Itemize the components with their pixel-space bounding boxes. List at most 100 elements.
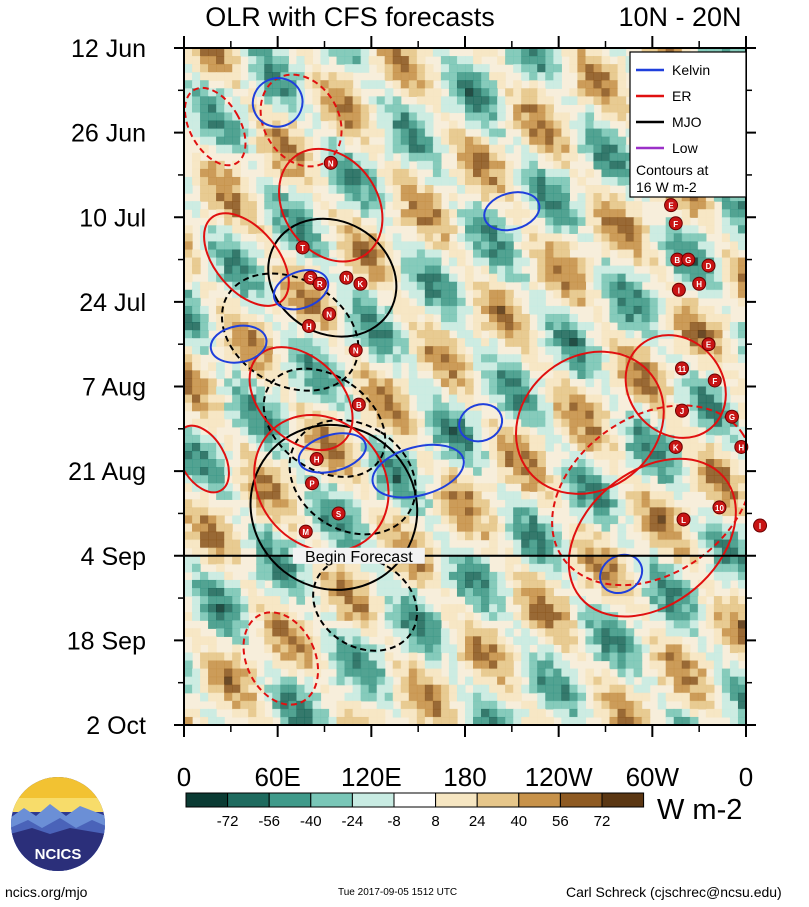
- olr-cell: [497, 587, 506, 597]
- olr-cell: [481, 418, 490, 428]
- olr-cell: [569, 289, 578, 299]
- olr-cell: [344, 579, 354, 589]
- olr-cell: [537, 628, 546, 637]
- olr-cell: [304, 201, 314, 210]
- olr-cell: [344, 587, 354, 597]
- olr-cell: [649, 257, 659, 267]
- olr-cell: [705, 708, 715, 718]
- olr-cell: [312, 418, 322, 428]
- olr-cell: [561, 475, 570, 484]
- olr-cell: [617, 225, 627, 234]
- olr-cell: [665, 571, 675, 581]
- olr-cell: [200, 450, 209, 460]
- olr-cell: [360, 716, 370, 725]
- olr-cell: [344, 168, 354, 178]
- olr-cell: [569, 450, 578, 460]
- olr-cell: [657, 676, 667, 686]
- storm-marker: [351, 397, 366, 412]
- olr-cell: [280, 378, 289, 388]
- olr-cell: [633, 467, 643, 476]
- olr-cell: [320, 225, 330, 234]
- olr-cell: [192, 305, 201, 315]
- olr-cell: [272, 499, 281, 508]
- olr-cell: [384, 313, 394, 323]
- olr-cell: [264, 330, 273, 339]
- olr-cell: [192, 346, 201, 355]
- olr-cell: [473, 48, 482, 57]
- footer-site[interactable]: ncics.org/mjo: [5, 884, 88, 900]
- olr-cell: [505, 467, 514, 476]
- olr-cell: [577, 491, 587, 500]
- olr-cell: [376, 120, 386, 130]
- olr-cell: [593, 193, 603, 202]
- olr-cell: [352, 596, 362, 605]
- olr-cell: [368, 434, 378, 444]
- olr-cell: [649, 305, 659, 315]
- olr-cell: [537, 555, 546, 565]
- olr-cell: [553, 128, 562, 138]
- olr-cell: [721, 209, 731, 218]
- olr-cell: [721, 459, 731, 468]
- olr-cell: [609, 418, 619, 428]
- olr-cell: [304, 168, 314, 178]
- olr-cell: [344, 507, 354, 517]
- olr-cell: [336, 426, 346, 436]
- olr-cell: [368, 612, 378, 621]
- olr-cell: [513, 612, 522, 621]
- olr-cell: [272, 531, 281, 541]
- olr-cell: [424, 176, 434, 186]
- olr-cell: [304, 434, 314, 444]
- olr-cell: [513, 475, 522, 484]
- olr-cell: [705, 362, 715, 371]
- olr-cell: [641, 523, 651, 533]
- olr-cell: [489, 515, 498, 525]
- olr-cell: [617, 289, 627, 299]
- olr-cell: [208, 523, 217, 533]
- olr-cell: [384, 418, 394, 428]
- olr-cell: [521, 378, 530, 388]
- olr-cell: [424, 233, 434, 243]
- olr-cell: [352, 644, 362, 654]
- olr-cell: [481, 185, 490, 194]
- olr-cell: [312, 692, 322, 702]
- olr-cell: [577, 64, 587, 73]
- olr-cell: [585, 612, 595, 621]
- olr-cell: [352, 168, 362, 178]
- olr-cell: [497, 571, 506, 581]
- olr-cell: [456, 330, 466, 339]
- olr-cell: [617, 193, 627, 202]
- olr-cell: [424, 281, 434, 291]
- olr-cell: [320, 636, 330, 646]
- olr-cell: [312, 571, 322, 581]
- olr-cell: [489, 305, 498, 315]
- olr-cell: [344, 289, 354, 299]
- olr-cell: [440, 507, 450, 517]
- olr-cell: [617, 354, 627, 363]
- olr-cell: [505, 676, 514, 686]
- olr-cell: [521, 475, 530, 484]
- olr-cell: [593, 233, 603, 243]
- olr-cell: [272, 571, 281, 581]
- olr-cell: [280, 289, 289, 299]
- olr-cell: [537, 676, 546, 686]
- olr-cell: [256, 700, 265, 710]
- olr-cell: [585, 88, 595, 97]
- olr-cell: [545, 684, 554, 694]
- olr-cell: [641, 684, 651, 694]
- olr-cell: [440, 426, 450, 436]
- olr-cell: [208, 386, 217, 396]
- olr-cell: [561, 362, 570, 371]
- olr-cell: [224, 652, 233, 662]
- olr-cell: [473, 144, 482, 154]
- olr-cell: [200, 80, 209, 89]
- olr-cell: [585, 338, 595, 347]
- olr-cell: [424, 217, 434, 226]
- olr-cell: [713, 539, 723, 549]
- olr-cell: [721, 442, 731, 452]
- olr-cell: [408, 410, 418, 420]
- olr-cell: [288, 241, 297, 251]
- olr-cell: [416, 394, 426, 404]
- olr-cell: [489, 144, 498, 154]
- olr-cell: [561, 491, 570, 500]
- olr-cell: [729, 587, 739, 597]
